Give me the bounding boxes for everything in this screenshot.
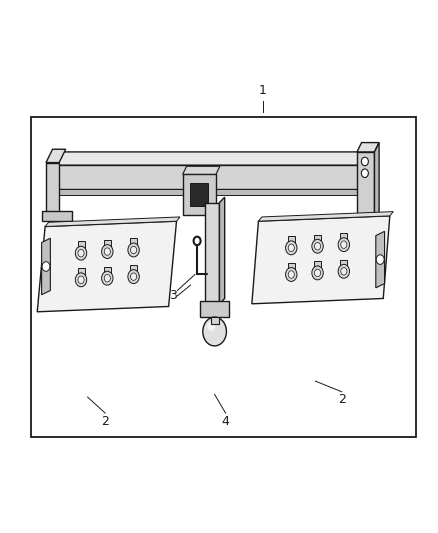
Circle shape [75, 273, 87, 287]
Polygon shape [45, 217, 180, 227]
Bar [31, 117, 416, 437]
Polygon shape [258, 212, 393, 221]
Circle shape [338, 238, 350, 252]
Circle shape [42, 262, 50, 271]
Circle shape [361, 169, 368, 177]
Circle shape [207, 321, 215, 331]
Circle shape [314, 243, 321, 250]
Circle shape [75, 246, 87, 260]
Circle shape [312, 266, 323, 280]
Circle shape [288, 244, 294, 252]
Polygon shape [374, 143, 379, 227]
Polygon shape [190, 183, 208, 206]
Polygon shape [357, 143, 379, 152]
Polygon shape [219, 197, 225, 304]
Circle shape [203, 317, 226, 346]
Circle shape [286, 241, 297, 255]
Circle shape [102, 245, 113, 259]
Polygon shape [57, 152, 366, 165]
Polygon shape [46, 163, 59, 216]
Polygon shape [340, 260, 347, 267]
Circle shape [341, 268, 347, 275]
Polygon shape [340, 233, 347, 240]
Circle shape [104, 248, 110, 255]
Text: 2: 2 [101, 415, 109, 427]
Polygon shape [42, 238, 50, 295]
Circle shape [102, 271, 113, 285]
Polygon shape [57, 165, 359, 189]
Circle shape [312, 239, 323, 253]
Polygon shape [78, 241, 85, 249]
Circle shape [338, 264, 350, 278]
Circle shape [361, 157, 368, 166]
Circle shape [104, 274, 110, 282]
Polygon shape [205, 203, 219, 304]
Polygon shape [357, 152, 374, 227]
Polygon shape [57, 189, 359, 195]
Circle shape [128, 243, 139, 257]
Polygon shape [130, 265, 137, 272]
Polygon shape [288, 263, 295, 270]
Polygon shape [314, 235, 321, 242]
Circle shape [314, 269, 321, 277]
Polygon shape [183, 174, 216, 215]
Polygon shape [288, 236, 295, 244]
Circle shape [288, 271, 294, 278]
Text: 2: 2 [338, 393, 346, 406]
Circle shape [128, 270, 139, 284]
Polygon shape [252, 216, 390, 304]
Polygon shape [104, 240, 111, 247]
Polygon shape [42, 211, 72, 221]
Polygon shape [104, 266, 111, 274]
Circle shape [286, 268, 297, 281]
Circle shape [376, 255, 384, 264]
Circle shape [341, 241, 347, 248]
Polygon shape [130, 238, 137, 246]
Circle shape [131, 246, 137, 254]
Polygon shape [37, 221, 177, 312]
Polygon shape [201, 301, 229, 317]
Text: 1: 1 [259, 84, 267, 97]
Text: 3: 3 [169, 289, 177, 302]
Text: 4: 4 [222, 415, 230, 427]
Circle shape [78, 276, 84, 284]
Polygon shape [314, 261, 321, 269]
Circle shape [131, 273, 137, 280]
Polygon shape [78, 268, 85, 276]
Polygon shape [376, 231, 385, 288]
Polygon shape [211, 317, 219, 324]
Polygon shape [183, 166, 220, 174]
Circle shape [78, 249, 84, 257]
Polygon shape [46, 149, 66, 163]
